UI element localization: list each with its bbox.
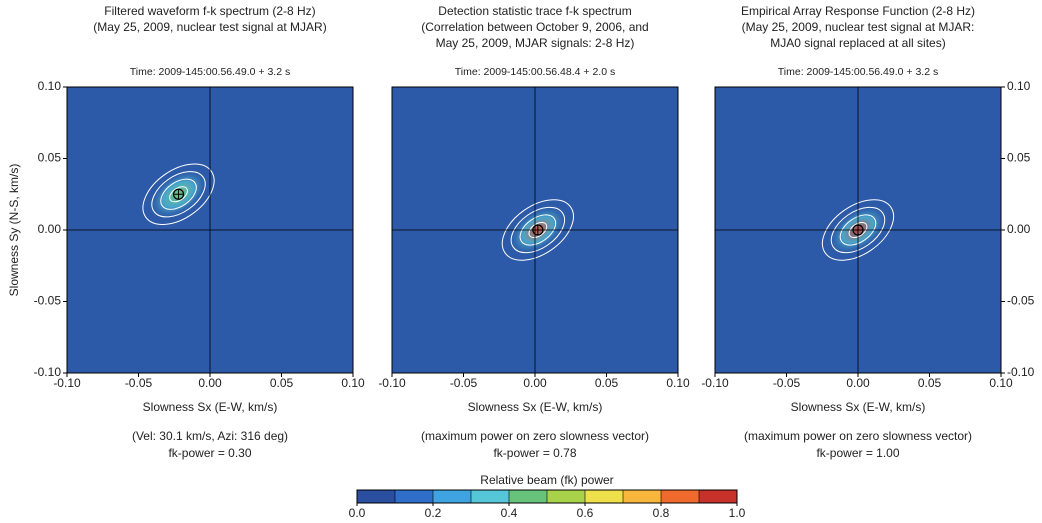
time-label: Time: 2009-145:00.56.49.0 + 3.2 s [130,66,290,78]
panel-title: May 25, 2009, MJAR signals: 2-8 Hz) [436,36,635,50]
colorbar-tick-label: 0.0 [349,506,366,520]
panel-title: (May 25, 2009, nuclear test signal at MJ… [742,20,975,34]
y-tick-label: -0.10 [1007,365,1035,379]
y-axis-label: Slowness Sy (N-S, km/s) [7,164,21,297]
time-label: Time: 2009-145:00.56.48.4 + 2.0 s [455,66,615,78]
y-tick-label: -0.05 [34,294,62,308]
x-tick-label: -0.10 [701,376,729,390]
colorbar-title: Relative beam (fk) power [480,473,613,487]
contour [160,178,197,210]
x-tick-label: -0.05 [450,376,478,390]
colorbar-segment [433,490,472,503]
peak-cross [532,225,543,235]
x-tick-label: -0.10 [53,376,81,390]
colorbar-segment [699,490,738,503]
x-axis-label: Slowness Sx (E-W, km/s) [791,400,926,414]
panel-title: Filtered waveform f-k spectrum (2-8 Hz) [104,4,315,18]
x-tick-label: -0.05 [773,376,801,390]
contour [142,163,215,225]
x-tick-label: 0.05 [270,376,294,390]
y-tick-label: -0.05 [1007,294,1035,308]
panel-title: MJA0 signal replaced at all sites) [770,36,945,50]
contour [830,206,886,254]
panel-note: (maximum power on zero slowness vector) [421,429,649,443]
colorbar-tick-label: 0.4 [501,506,518,520]
contour [169,186,188,203]
panel-title: (Correlation between October 9, 2006, an… [421,20,648,34]
panel-note: fk-power = 0.78 [493,446,576,460]
contour [151,171,206,218]
panel-note: (maximum power on zero slowness vector) [744,429,972,443]
panel-title: (May 25, 2009, nuclear test signal at MJ… [93,20,326,34]
colorbar-segment [471,490,510,503]
colorbar-segment [395,490,434,503]
colorbar-segment [547,490,586,503]
contour [501,199,574,261]
y-tick-label: 0.05 [1007,151,1031,165]
x-tick-label: 0.10 [341,376,365,390]
y-tick-label: 0.10 [38,79,62,93]
panel-note: (Vel: 30.1 km/s, Azi: 316 deg) [132,429,288,443]
colorbar-tick-label: 1.0 [729,506,746,520]
y-tick-label: 0.05 [38,151,62,165]
x-tick-label: 0.10 [989,376,1013,390]
x-tick-label: 0.00 [523,376,547,390]
contour [848,221,868,239]
x-tick-label: 0.05 [595,376,619,390]
contour [839,214,877,246]
contour [528,221,548,239]
panel-note: fk-power = 0.30 [168,446,251,460]
contour [821,199,895,261]
colorbar-segment [509,490,548,503]
colorbar-segment [661,490,700,503]
peak-cross [173,189,184,200]
y-tick-label: -0.10 [34,365,62,379]
contour [510,206,566,254]
x-axis-label: Slowness Sx (E-W, km/s) [468,400,603,414]
y-tick-label: 0.00 [1007,222,1031,236]
panel-title: Detection statistic trace f-k spectrum [438,4,631,18]
x-tick-label: 0.05 [918,376,942,390]
y-tick-label: 0.00 [38,222,62,236]
x-axis-label: Slowness Sx (E-W, km/s) [143,400,278,414]
colorbar-frame [356,489,738,504]
x-tick-label: -0.10 [378,376,406,390]
y-tick-label: 0.10 [1007,79,1031,93]
colorbar-tick-label: 0.2 [425,506,442,520]
x-tick-label: 0.10 [666,376,690,390]
colorbar-segment [623,490,662,503]
panel-note: fk-power = 1.00 [816,446,899,460]
peak-cross [853,225,863,235]
colorbar-segment [357,490,396,503]
colorbar-tick-label: 0.6 [577,506,594,520]
colorbar-segment [585,490,624,503]
x-tick-label: -0.05 [125,376,153,390]
colorbar-tick-label: 0.8 [653,506,670,520]
panel-title: Empirical Array Response Function (2-8 H… [741,4,975,18]
x-tick-label: 0.00 [846,376,870,390]
contour [519,214,557,246]
x-tick-label: 0.00 [198,376,222,390]
time-label: Time: 2009-145:00.56.49.0 + 3.2 s [778,66,938,78]
